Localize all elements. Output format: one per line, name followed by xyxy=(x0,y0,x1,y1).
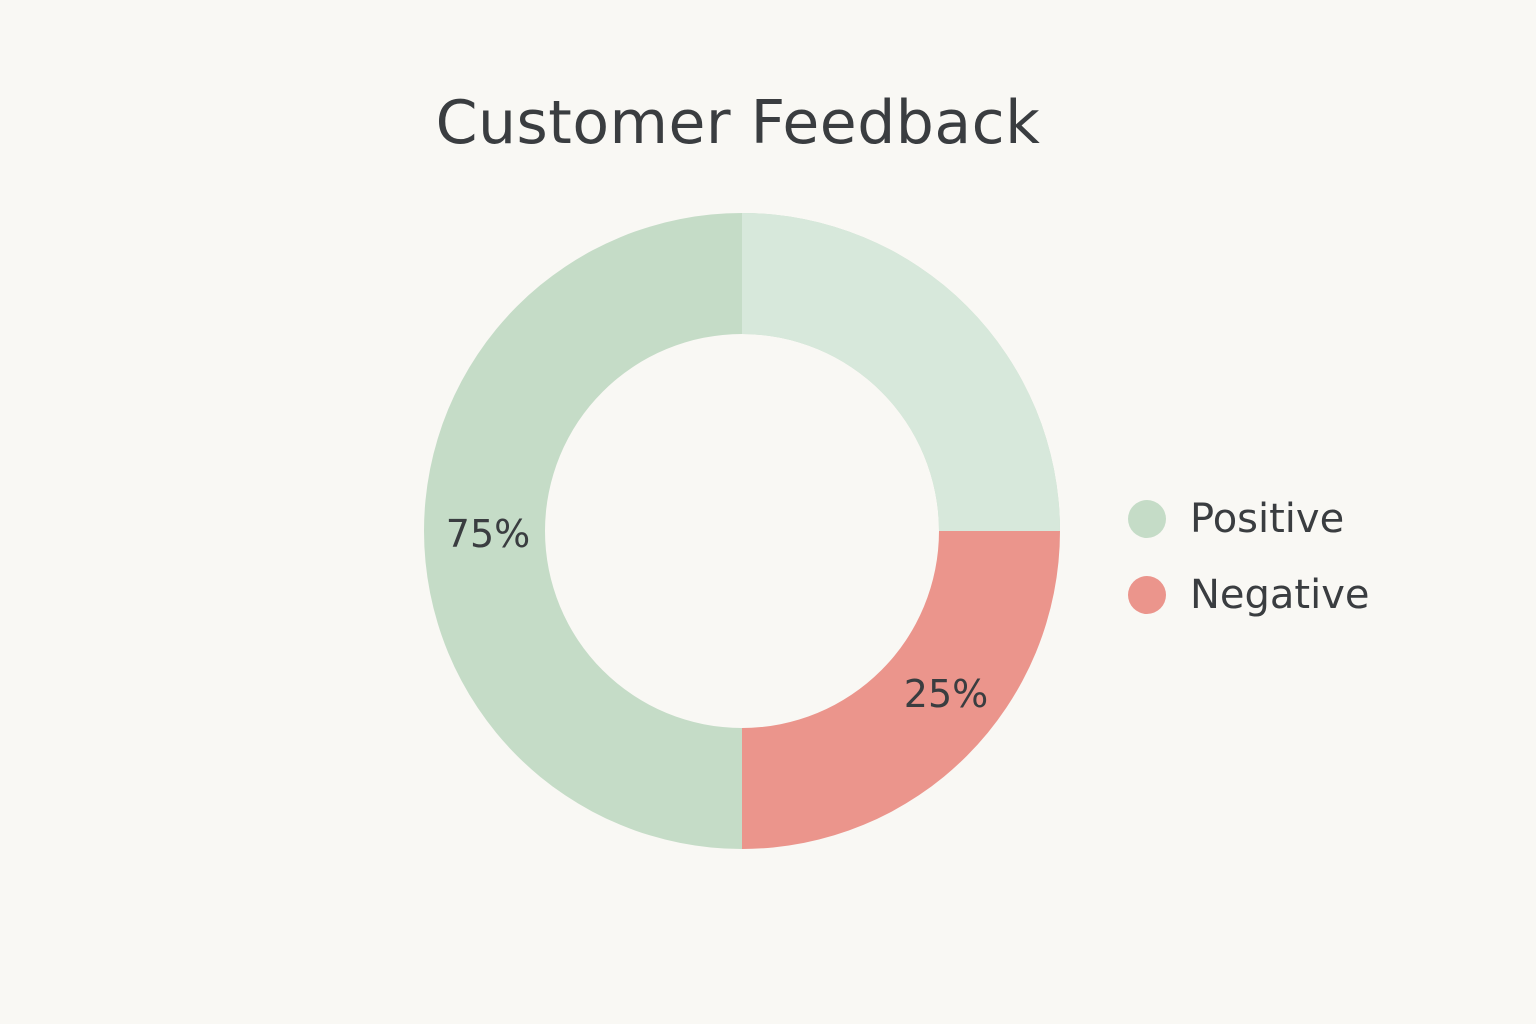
legend-swatch-positive xyxy=(1128,500,1166,538)
legend-swatch-negative xyxy=(1128,576,1166,614)
slice-negative xyxy=(742,531,1060,849)
chart-title: Customer Feedback xyxy=(435,88,1041,158)
legend-label-negative: Negative xyxy=(1190,572,1370,618)
legend-label-positive: Positive xyxy=(1190,496,1345,542)
legend: Positive Negative xyxy=(1128,494,1370,646)
slice-positive-tint xyxy=(742,213,1060,531)
legend-item-negative: Negative xyxy=(1128,570,1370,620)
legend-item-positive: Positive xyxy=(1128,494,1370,544)
labels-layer: 75% 25% xyxy=(446,512,988,716)
slice-label-negative: 25% xyxy=(904,672,988,716)
slice-label-positive: 75% xyxy=(446,512,530,556)
slices-layer xyxy=(424,213,1060,849)
